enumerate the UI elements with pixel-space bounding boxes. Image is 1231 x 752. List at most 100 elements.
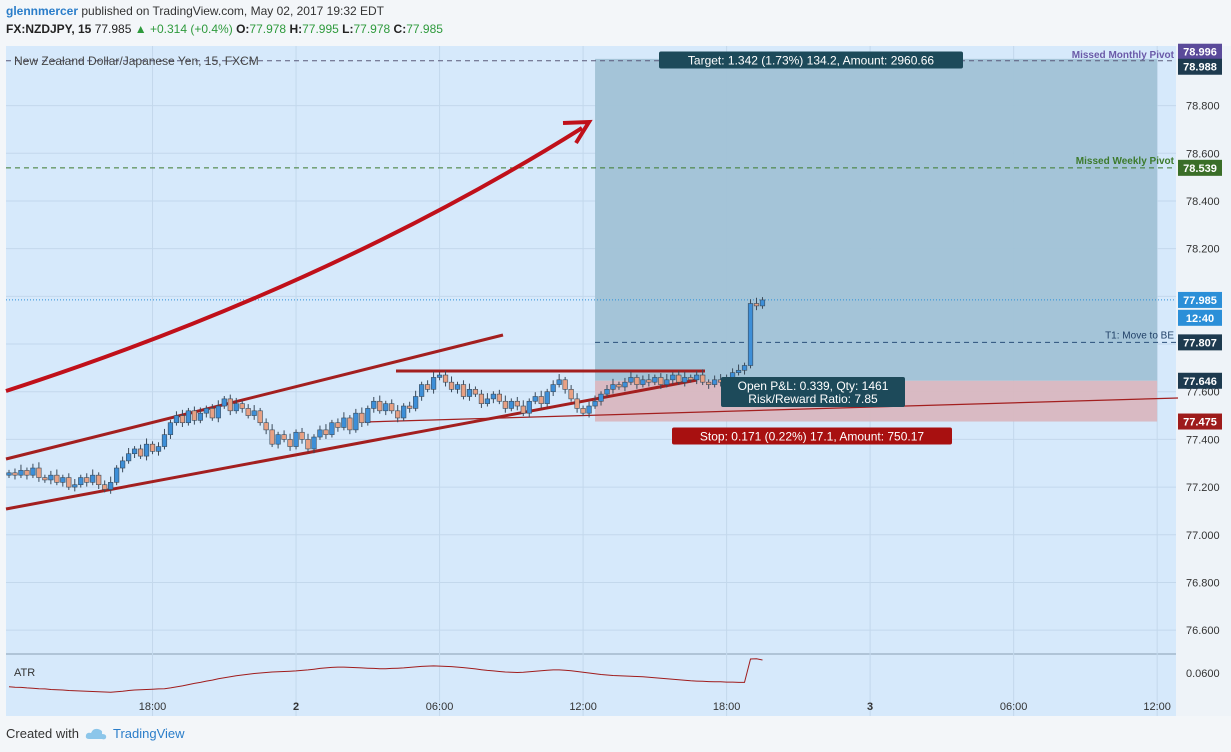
candle xyxy=(371,396,377,413)
candle-body xyxy=(78,477,84,486)
candle xyxy=(131,446,138,459)
candle-body xyxy=(108,482,114,490)
candle xyxy=(251,405,257,420)
candle-body xyxy=(323,429,329,435)
stop-tag-bg xyxy=(1178,413,1222,430)
support-line[interactable] xyxy=(364,397,1179,423)
candle xyxy=(239,400,245,413)
candle-body xyxy=(562,379,568,390)
candle-body xyxy=(514,400,520,407)
price-tags: 78.996 78.988 78.539 77.985 12:40 77.807 77.64… xyxy=(659,43,1222,445)
candle xyxy=(24,467,30,480)
candle-body xyxy=(729,372,736,378)
candle xyxy=(568,385,574,402)
candle xyxy=(706,379,712,389)
candle xyxy=(12,468,18,480)
candle xyxy=(161,428,168,450)
candle-body xyxy=(84,477,90,483)
candle-body xyxy=(239,403,245,409)
candle xyxy=(712,375,718,388)
candle-body xyxy=(269,429,275,445)
candle-body xyxy=(42,477,48,481)
candle xyxy=(598,391,604,406)
bull-curve-arrow[interactable] xyxy=(5,126,584,393)
candle xyxy=(329,419,335,438)
weekly-pivot-tag-text: 78.539 xyxy=(1183,163,1217,175)
pnl-info-box-bg xyxy=(721,377,905,407)
candle xyxy=(442,370,449,387)
candle-body xyxy=(712,379,718,385)
stop-info-box-bg xyxy=(672,427,952,445)
x-tick-label: 12:00 xyxy=(1143,701,1171,713)
candle-body xyxy=(604,389,610,395)
candle xyxy=(6,469,12,479)
open-value: 77.978 xyxy=(249,22,287,36)
candle-body xyxy=(682,377,688,383)
candle xyxy=(622,377,628,392)
candle-body xyxy=(580,408,586,414)
close-label: C: xyxy=(393,22,407,36)
candle-body xyxy=(131,448,138,455)
candle xyxy=(407,401,413,413)
candle xyxy=(508,398,514,412)
candle xyxy=(18,464,24,479)
channel-lower-line[interactable] xyxy=(5,378,698,511)
candle xyxy=(317,425,323,440)
candle xyxy=(143,438,150,461)
atr-tick-label: 0.0600 xyxy=(1186,668,1220,680)
candle-body xyxy=(430,377,437,390)
close-value: 77.985 xyxy=(406,22,443,36)
candle xyxy=(84,473,90,487)
symbol-name: FX:NZDJPY, 15 xyxy=(6,22,92,36)
candle-body xyxy=(305,439,311,450)
candle-body xyxy=(72,484,78,488)
x-tick-label: 2 xyxy=(293,701,299,713)
candle-body xyxy=(532,396,538,402)
candle-body xyxy=(317,429,323,438)
candle-body xyxy=(179,415,186,424)
candle xyxy=(670,372,676,385)
candle-body xyxy=(54,474,60,483)
candle xyxy=(532,392,538,405)
candle xyxy=(209,404,215,421)
candle-body xyxy=(233,403,239,412)
candles xyxy=(6,297,766,494)
candle-body xyxy=(6,472,12,476)
candle-body xyxy=(466,389,473,397)
x-tick-label: 3 xyxy=(867,701,873,713)
candle xyxy=(694,370,700,385)
candle-body xyxy=(359,412,365,424)
candle xyxy=(365,405,371,426)
monthly-pivot-tag-text: 78.988 xyxy=(1183,62,1217,74)
candle-body xyxy=(197,412,203,421)
author-name[interactable]: glennmercer xyxy=(6,4,79,18)
x-tick-label: 18:00 xyxy=(139,701,167,713)
candle xyxy=(682,371,688,387)
candle xyxy=(323,424,329,439)
pnl-info-box-line: Risk/Reward Ratio: 7.85 xyxy=(748,392,878,406)
current-price-tag-text: 77.985 xyxy=(1183,295,1217,307)
candle-body xyxy=(490,393,496,400)
candle-body xyxy=(556,379,562,385)
high-value: 77.995 xyxy=(302,22,339,36)
candle-body xyxy=(670,374,676,381)
channel-upper-line[interactable] xyxy=(5,333,504,461)
y-tick-label: 78.800 xyxy=(1186,101,1220,113)
candle xyxy=(460,380,467,400)
candle xyxy=(275,431,281,449)
candle-body xyxy=(520,405,526,414)
candle xyxy=(424,380,431,393)
candle xyxy=(538,390,544,408)
candle xyxy=(191,406,197,425)
candle xyxy=(108,476,114,494)
candle-body xyxy=(610,384,616,390)
candle xyxy=(753,297,760,311)
candle-body xyxy=(694,374,700,381)
tradingview-brand[interactable]: TradingView xyxy=(112,726,185,741)
candle-body xyxy=(419,384,425,397)
candle xyxy=(466,383,473,401)
candle-body xyxy=(389,403,395,412)
target-info-box-line: Target: 1.342 (1.73%) 134.2, Amount: 296… xyxy=(688,54,934,68)
